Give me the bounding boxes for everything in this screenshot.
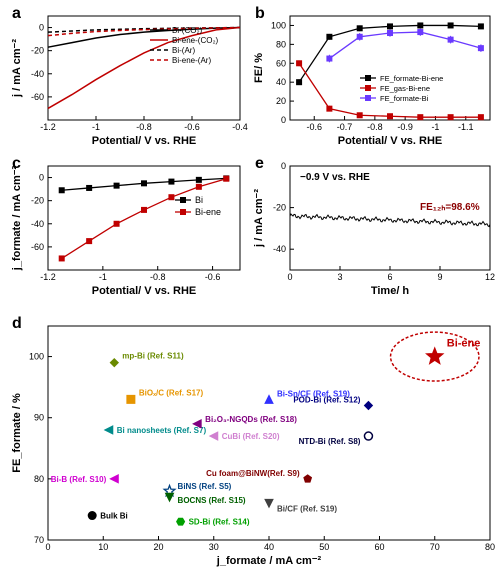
svg-text:Bulk Bi: Bulk Bi [100, 512, 128, 521]
figure: a -1.2 -1 -0.8 -0.6 -0.4 -60 -40 -20 0 Potential/ … [0, 0, 500, 570]
svg-text:FE_gas-Bi-ene: FE_gas-Bi-ene [380, 84, 430, 93]
panel-c: c-1.2-1-0.8-0.6-60-40-200Potential/ V vs… [11, 155, 240, 297]
svg-text:20: 20 [276, 96, 286, 106]
svg-text:j_formate / mA cm⁻²: j_formate / mA cm⁻² [11, 165, 23, 271]
svg-text:j / mA cm⁻²: j / mA cm⁻² [253, 189, 265, 248]
svg-text:Bi/CF (Ref. S19): Bi/CF (Ref. S19) [277, 504, 337, 513]
panel-d: d 0 10 20 30 40 50 60 70 80 70 80 90 100 j_formate / m… [11, 315, 495, 567]
svg-text:0: 0 [39, 23, 44, 33]
svg-text:70: 70 [430, 542, 440, 552]
svg-text:-1: -1 [92, 122, 100, 132]
svg-text:90: 90 [34, 413, 44, 423]
svg-text:j_formate / mA cm⁻²: j_formate / mA cm⁻² [216, 555, 322, 567]
panel-e: e 0 3 6 9 12 -40 -20 0 Time/ h j / mA cm⁻² −0.9 V v… [253, 155, 495, 297]
svg-text:-40: -40 [31, 219, 44, 229]
svg-text:6: 6 [387, 272, 392, 282]
svg-text:Cu foam@BiNW(Ref. S9): Cu foam@BiNW(Ref. S9) [206, 469, 300, 478]
svg-text:Bi: Bi [195, 195, 203, 205]
svg-text:0: 0 [281, 115, 286, 125]
svg-text:j / mA cm⁻²: j / mA cm⁻² [11, 39, 23, 98]
svg-text:b: b [255, 5, 265, 22]
svg-text:POD-Bi (Ref. S12): POD-Bi (Ref. S12) [293, 395, 360, 404]
svg-text:0: 0 [39, 173, 44, 183]
svg-text:80: 80 [485, 542, 495, 552]
svg-text:10: 10 [98, 542, 108, 552]
svg-text:-1.2: -1.2 [40, 122, 56, 132]
svg-text:Bi-ene: Bi-ene [447, 338, 481, 350]
svg-text:d: d [12, 315, 22, 332]
svg-text:-20: -20 [31, 196, 44, 206]
svg-text:-0.8: -0.8 [150, 272, 166, 282]
svg-text:40: 40 [276, 77, 286, 87]
svg-text:-40: -40 [31, 69, 44, 79]
svg-text:Bi₂O₃-NGQDs (Ref. S18): Bi₂O₃-NGQDs (Ref. S18) [205, 415, 297, 424]
svg-text:-1.1: -1.1 [458, 122, 474, 132]
svg-text:Potential/ V vs. RHE: Potential/ V vs. RHE [338, 135, 443, 147]
svg-text:100: 100 [29, 352, 44, 362]
svg-text:−0.9 V vs. RHE: −0.9 V vs. RHE [300, 172, 370, 183]
svg-text:-1: -1 [431, 122, 439, 132]
svg-text:60: 60 [276, 58, 286, 68]
svg-text:-20: -20 [31, 46, 44, 56]
svg-text:FE/ %: FE/ % [253, 53, 265, 83]
svg-text:-0.9: -0.9 [397, 122, 413, 132]
svg-text:100: 100 [271, 20, 286, 30]
svg-text:Potential/ V vs. RHE: Potential/ V vs. RHE [92, 285, 197, 297]
svg-text:BOCNS (Ref. S15): BOCNS (Ref. S15) [178, 496, 246, 505]
svg-text:40: 40 [264, 542, 274, 552]
panel-b: b -0.6 -0.7 -0.8 -0.9 -1 -1.1 0 20 40 60 80 100 Poten… [253, 5, 490, 147]
svg-text:e: e [255, 155, 264, 172]
svg-text:Bi-ene: Bi-ene [195, 207, 221, 217]
svg-text:-60: -60 [31, 242, 44, 252]
svg-text:50: 50 [319, 542, 329, 552]
svg-text:FE_formate / %: FE_formate / % [11, 393, 23, 473]
svg-text:-0.8: -0.8 [136, 122, 152, 132]
svg-text:Time/ h: Time/ h [371, 285, 410, 297]
svg-text:20: 20 [153, 542, 163, 552]
svg-text:CuBi (Ref. S20): CuBi (Ref. S20) [222, 432, 280, 441]
svg-text:SD-Bi (Ref. S14): SD-Bi (Ref. S14) [189, 518, 250, 527]
svg-text:Potential/ V vs. RHE: Potential/ V vs. RHE [92, 135, 197, 147]
svg-text:0: 0 [281, 161, 286, 171]
svg-text:0: 0 [287, 272, 292, 282]
svg-text:-0.8: -0.8 [367, 122, 383, 132]
svg-text:BiOₓ/C (Ref. S17): BiOₓ/C (Ref. S17) [139, 388, 204, 397]
svg-text:Bi-ene-(CO₂): Bi-ene-(CO₂) [172, 36, 219, 45]
svg-text:80: 80 [276, 39, 286, 49]
svg-text:-0.6: -0.6 [184, 122, 200, 132]
svg-text:-0.7: -0.7 [337, 122, 353, 132]
svg-text:-20: -20 [273, 203, 286, 213]
panel-a: a -1.2 -1 -0.8 -0.6 -0.4 -60 -40 -20 0 Potential/ … [11, 5, 248, 147]
svg-text:NTD-Bi (Ref. S8): NTD-Bi (Ref. S8) [299, 437, 361, 446]
svg-text:FE_formate-Bi-ene: FE_formate-Bi-ene [380, 74, 443, 83]
svg-text:-40: -40 [273, 244, 286, 254]
svg-text:-0.6: -0.6 [306, 122, 322, 132]
svg-text:FE_formate-Bi: FE_formate-Bi [380, 94, 429, 103]
figure-svg: a -1.2 -1 -0.8 -0.6 -0.4 -60 -40 -20 0 Potential/ … [0, 0, 500, 570]
svg-text:60: 60 [374, 542, 384, 552]
svg-text:Bi-B (Ref. S10): Bi-B (Ref. S10) [51, 475, 107, 484]
svg-text:mp-Bi (Ref. S11): mp-Bi (Ref. S11) [122, 352, 184, 361]
svg-text:9: 9 [437, 272, 442, 282]
svg-text:12: 12 [485, 272, 495, 282]
svg-text:-0.6: -0.6 [205, 272, 221, 282]
svg-text:-1: -1 [99, 272, 107, 282]
svg-text:3: 3 [337, 272, 342, 282]
svg-text:-1.2: -1.2 [40, 272, 56, 282]
svg-text:-60: -60 [31, 92, 44, 102]
svg-text:80: 80 [34, 474, 44, 484]
svg-text:-0.4: -0.4 [232, 122, 248, 132]
svg-text:a: a [12, 5, 21, 22]
svg-text:Bi-ene-(Ar): Bi-ene-(Ar) [172, 56, 211, 65]
svg-text:70: 70 [34, 535, 44, 545]
svg-text:30: 30 [209, 542, 219, 552]
svg-text:0: 0 [45, 542, 50, 552]
svg-text:FE₁₂ₕ=98.6%: FE₁₂ₕ=98.6% [420, 202, 480, 213]
svg-text:Bi-(Ar): Bi-(Ar) [172, 46, 195, 55]
svg-text:Bi nanosheets (Ref. S7): Bi nanosheets (Ref. S7) [117, 426, 207, 435]
svg-text:Bi-(CO₂): Bi-(CO₂) [172, 26, 203, 35]
svg-text:BiNS (Ref. S5): BiNS (Ref. S5) [178, 482, 232, 491]
